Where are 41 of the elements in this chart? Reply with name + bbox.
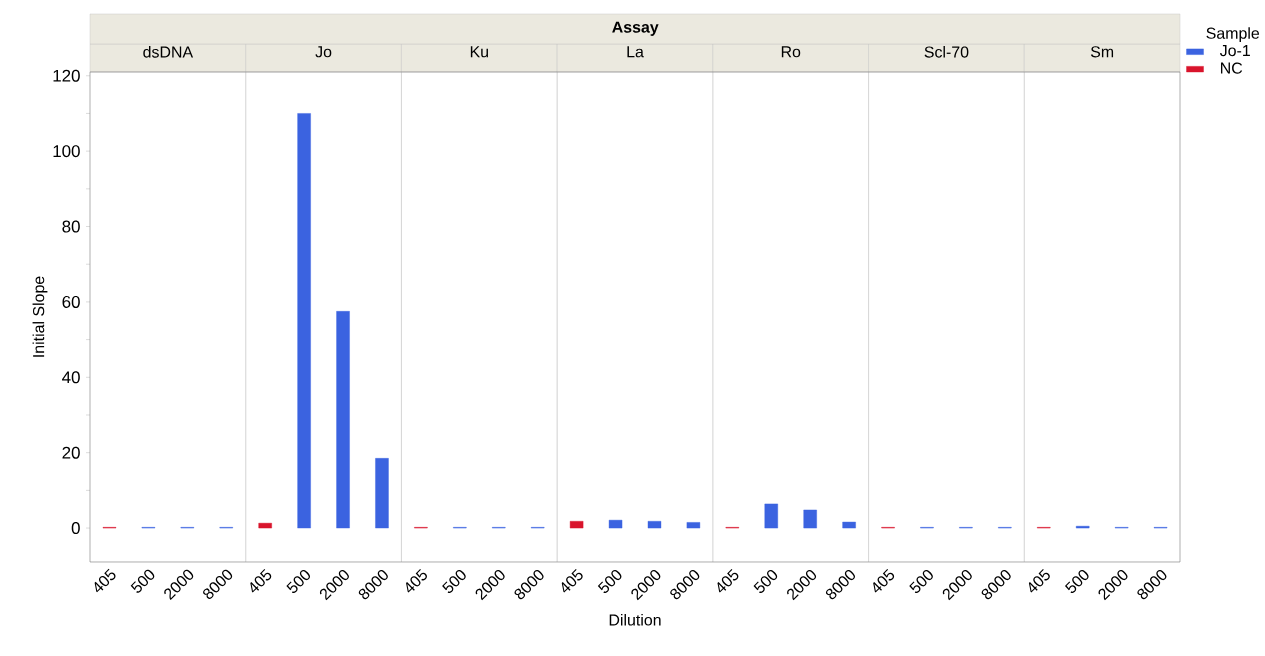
x-tick-label: 500 <box>286 569 310 593</box>
chart-title: dsDNA <box>143 45 194 58</box>
bar <box>258 522 272 529</box>
x-tick-label: 500 <box>597 569 622 593</box>
y-tick-label: 20 <box>62 446 80 459</box>
x-tick-label: 500 <box>909 569 933 593</box>
x-tick-label: 500 <box>442 569 466 593</box>
chart-title: Scl-70 <box>924 45 969 58</box>
text: Assay <box>612 21 659 36</box>
x-axis-title: Dilution <box>609 613 661 626</box>
bar <box>764 503 778 529</box>
legend-title: Sample <box>1206 27 1260 43</box>
chart-title: Sm <box>1090 46 1114 58</box>
x-tick-label: 405 <box>94 568 116 593</box>
x-tick-label: 405 <box>873 568 895 593</box>
x-tick-label: 405 <box>250 568 272 593</box>
chart-title: Jo <box>315 46 332 58</box>
bar <box>375 458 389 529</box>
bar <box>297 113 311 529</box>
y-tick-label: 0 <box>71 522 80 535</box>
chart-title: Ku <box>470 46 488 58</box>
y-tick-label: 40 <box>62 371 80 384</box>
bar <box>842 521 856 529</box>
x-tick-label: 500 <box>753 569 778 593</box>
bar <box>336 311 350 529</box>
legend-label: Jo-1 <box>1219 45 1250 57</box>
y-tick-label: 120 <box>53 69 80 82</box>
y-tick-label: 60 <box>62 295 80 308</box>
y-axis-title: Initial Slope <box>32 276 48 357</box>
y-tick-label: 80 <box>62 220 80 233</box>
x-tick-label: 405 <box>406 568 427 593</box>
chart-title: Ro <box>781 46 801 58</box>
legend-label: NC <box>1221 62 1243 74</box>
x-tick-label: 405 <box>1028 568 1050 593</box>
x-tick-label: 405 <box>717 568 739 593</box>
chart-title: La <box>627 46 644 58</box>
x-tick-label: 405 <box>561 568 583 593</box>
y-tick-label: 100 <box>53 145 80 158</box>
x-tick-label: 500 <box>130 569 155 593</box>
bar <box>803 509 817 529</box>
x-tick-label: 500 <box>1064 569 1089 593</box>
